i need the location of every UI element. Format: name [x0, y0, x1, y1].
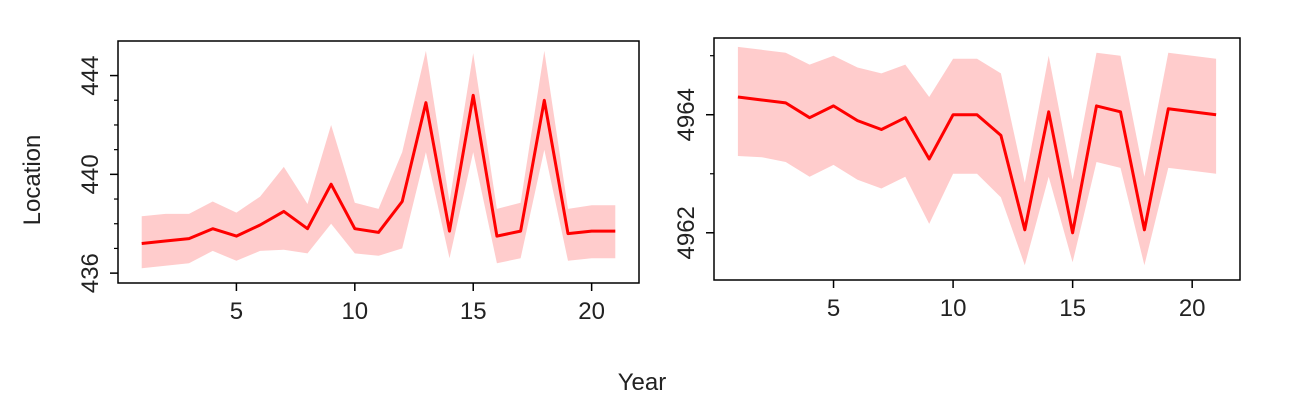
- confidence-band: [737, 46, 1217, 266]
- y-tick-label: 4962: [673, 206, 700, 259]
- x-tick-label: 10: [940, 295, 967, 322]
- x-tick-label: 10: [341, 298, 368, 325]
- y-tick-label: 444: [77, 56, 104, 96]
- y-tick-label: 440: [77, 154, 104, 194]
- panel-left: 5 10 15 20 436 440 444: [77, 40, 640, 325]
- y-tick-label: 436: [77, 253, 104, 293]
- x-axis-label: Year: [618, 369, 667, 396]
- plot-frame: [713, 37, 1241, 281]
- x-tick-label: 5: [230, 298, 243, 325]
- y-axis-label: Location: [19, 135, 46, 226]
- x-tick-label: 20: [578, 298, 605, 325]
- series-line: [141, 93, 616, 245]
- panel-right: 5 10 15 20 4962 4964: [673, 37, 1241, 322]
- x-tick-label: 20: [1179, 295, 1206, 322]
- series-line: [737, 95, 1217, 235]
- x-tick-label: 15: [460, 298, 487, 325]
- x-tick-label: 15: [1059, 295, 1086, 322]
- plot-frame: [117, 40, 640, 284]
- x-tick-label: 5: [827, 295, 840, 322]
- y-tick-label: 4964: [673, 88, 700, 141]
- confidence-band: [141, 50, 616, 269]
